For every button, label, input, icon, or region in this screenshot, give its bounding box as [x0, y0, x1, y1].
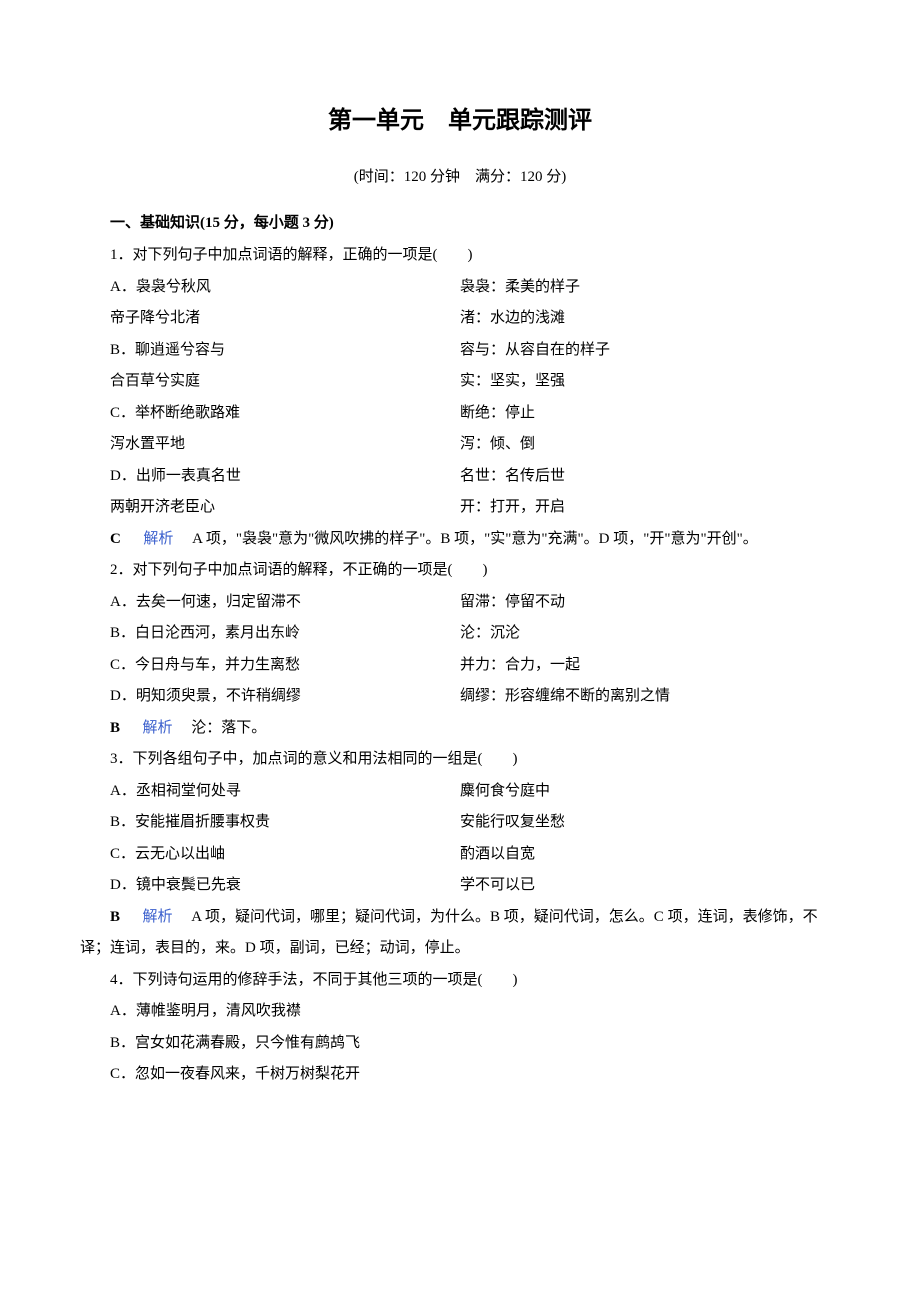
q2-jiexi-text: 沦：落下。: [176, 720, 266, 736]
q1-row-b2: 合百草兮实庭 实：坚实，坚强: [80, 366, 840, 398]
q1-row-6-right: 名世：名传后世: [460, 461, 840, 493]
q1-row-d1: D．出师一表真名世 名世：名传后世: [80, 461, 840, 493]
q2-row-0-left: A．去矣一何速，归定留滞不: [80, 587, 460, 619]
q1-stem: 1．对下列句子中加点词语的解释，正确的一项是( ): [80, 240, 840, 272]
q2-row-2-left: C．今日舟与车，并力生离愁: [80, 650, 460, 682]
q2-row-1-left: B．白日沦西河，素月出东岭: [80, 618, 460, 650]
q2-row-c: C．今日舟与车，并力生离愁 并力：合力，一起: [80, 650, 840, 682]
q1-row-1-right: 渚：水边的浅滩: [460, 303, 840, 335]
q2-row-a: A．去矣一何速，归定留滞不 留滞：停留不动: [80, 587, 840, 619]
q1-row-5-left: 泻水置平地: [80, 429, 460, 461]
q1-row-c1: C．举杯断绝歌路难 断绝：停止: [80, 398, 840, 430]
q4-option-b: B．宫女如花满春殿，只今惟有鹧鸪飞: [80, 1028, 840, 1060]
q2-answer-letter: B: [110, 720, 120, 736]
q2-row-2-right: 并力：合力，一起: [460, 650, 840, 682]
q1-row-a2: 帝子降兮北渚 渚：水边的浅滩: [80, 303, 840, 335]
q1-row-0-right: 袅袅：柔美的样子: [460, 272, 840, 304]
q1-row-2-left: B．聊逍遥兮容与: [80, 335, 460, 367]
q1-row-7-left: 两朝开济老臣心: [80, 492, 460, 524]
q1-jiexi-text: A 项，"袅袅"意为"微风吹拂的样子"。B 项，"实"意为"充满"。D 项，"开…: [177, 531, 758, 547]
q1-row-3-left: 合百草兮实庭: [80, 366, 460, 398]
q1-answer-letter: C: [110, 531, 121, 547]
q2-row-0-right: 留滞：停留不动: [460, 587, 840, 619]
q1-answer-block: C 解析 A 项，"袅袅"意为"微风吹拂的样子"。B 项，"实"意为"充满"。D…: [80, 524, 840, 556]
section-1-header: 一、基础知识(15 分，每小题 3 分): [80, 211, 840, 232]
q2-row-3-right: 绸缪：形容缠绵不断的离别之情: [460, 681, 840, 713]
q3-row-d: D．镜中衰鬓已先衰 学不可以已: [80, 870, 840, 902]
q2-row-d: D．明知须臾景，不许稍绸缪 绸缪：形容缠绵不断的离别之情: [80, 681, 840, 713]
q3-row-1-right: 安能行叹复坐愁: [460, 807, 840, 839]
q1-row-4-left: C．举杯断绝歌路难: [80, 398, 460, 430]
q1-row-6-left: D．出师一表真名世: [80, 461, 460, 493]
document-page: 第一单元 单元跟踪测评 (时间：120 分钟 满分：120 分) 一、基础知识(…: [0, 0, 920, 1302]
q3-jiexi-label: 解析: [143, 909, 173, 925]
q3-row-3-right: 学不可以已: [460, 870, 840, 902]
q1-row-2-right: 容与：从容自在的样子: [460, 335, 840, 367]
q4-stem: 4．下列诗句运用的修辞手法，不同于其他三项的一项是( ): [80, 965, 840, 997]
q2-stem: 2．对下列句子中加点词语的解释，不正确的一项是( ): [80, 555, 840, 587]
page-subtitle: (时间：120 分钟 满分：120 分): [80, 165, 840, 186]
q1-row-3-right: 实：坚实，坚强: [460, 366, 840, 398]
q3-row-2-left: C．云无心以出岫: [80, 839, 460, 871]
q2-row-3-left: D．明知须臾景，不许稍绸缪: [80, 681, 460, 713]
q3-row-0-right: 麋何食兮庭中: [460, 776, 840, 808]
q1-jiexi-label: 解析: [143, 531, 173, 547]
q3-row-b: B．安能摧眉折腰事权贵 安能行叹复坐愁: [80, 807, 840, 839]
q3-row-0-left: A．丞相祠堂何处寻: [80, 776, 460, 808]
q3-row-1-left: B．安能摧眉折腰事权贵: [80, 807, 460, 839]
q2-row-1-right: 沦：沉沦: [460, 618, 840, 650]
q2-row-b: B．白日沦西河，素月出东岭 沦：沉沦: [80, 618, 840, 650]
q3-row-3-left: D．镜中衰鬓已先衰: [80, 870, 460, 902]
q3-jiexi-text: A 项，疑问代词，哪里；疑问代词，为什么。B 项，疑问代词，怎么。C 项，连词，…: [80, 909, 818, 957]
q1-row-4-right: 断绝：停止: [460, 398, 840, 430]
q1-row-5-right: 泻：倾、倒: [460, 429, 840, 461]
q1-row-a1: A．袅袅兮秋风 袅袅：柔美的样子: [80, 272, 840, 304]
q2-answer-block: B 解析 沦：落下。: [80, 713, 840, 745]
q3-row-2-right: 酌酒以自宽: [460, 839, 840, 871]
q3-row-c: C．云无心以出岫 酌酒以自宽: [80, 839, 840, 871]
q4-option-a: A．薄帷鉴明月，清风吹我襟: [80, 996, 840, 1028]
q3-stem: 3．下列各组句子中，加点词的意义和用法相同的一组是( ): [80, 744, 840, 776]
q3-answer-block: B 解析 A 项，疑问代词，哪里；疑问代词，为什么。B 项，疑问代词，怎么。C …: [80, 902, 840, 965]
q2-jiexi-label: 解析: [143, 720, 173, 736]
q1-row-c2: 泻水置平地 泻：倾、倒: [80, 429, 840, 461]
q4-option-c: C．忽如一夜春风来，千树万树梨花开: [80, 1059, 840, 1091]
q1-row-1-left: 帝子降兮北渚: [80, 303, 460, 335]
q1-row-0-left: A．袅袅兮秋风: [80, 272, 460, 304]
q3-row-a: A．丞相祠堂何处寻 麋何食兮庭中: [80, 776, 840, 808]
q1-row-b1: B．聊逍遥兮容与 容与：从容自在的样子: [80, 335, 840, 367]
q1-row-7-right: 开：打开，开启: [460, 492, 840, 524]
q3-answer-letter: B: [110, 909, 120, 925]
q1-row-d2: 两朝开济老臣心 开：打开，开启: [80, 492, 840, 524]
page-title: 第一单元 单元跟踪测评: [80, 100, 840, 135]
